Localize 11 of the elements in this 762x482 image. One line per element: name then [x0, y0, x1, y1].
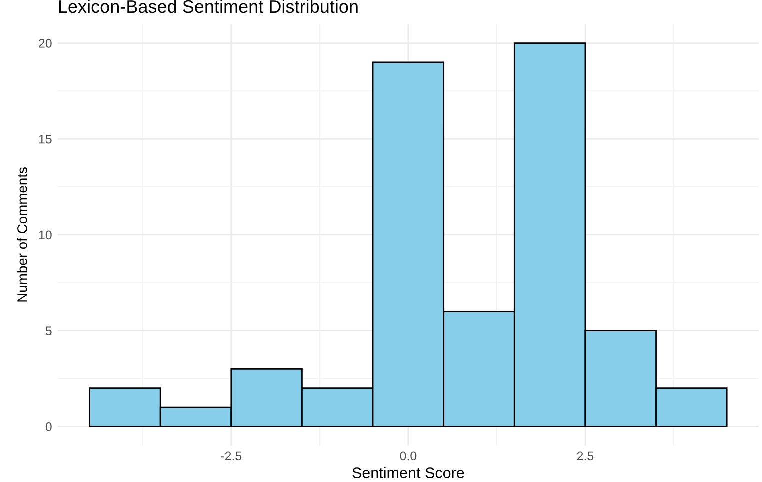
y-tick-label: 0 — [46, 422, 52, 432]
y-axis-title: Number of Comments — [17, 168, 28, 302]
x-tick-label: 0.0 — [400, 452, 417, 461]
y-tick-label: 15 — [39, 135, 52, 144]
y-tick-label: 20 — [39, 39, 52, 48]
x-tick-label: 2.5 — [577, 452, 594, 461]
x-axis-title: Sentiment Score — [352, 467, 464, 478]
y-tick-label: 5 — [46, 326, 52, 336]
y-tick-label: 10 — [39, 230, 52, 240]
chart-title: Lexicon-Based Sentiment Distribution — [59, 0, 358, 14]
x-tick-label: -2.5 — [221, 452, 242, 461]
